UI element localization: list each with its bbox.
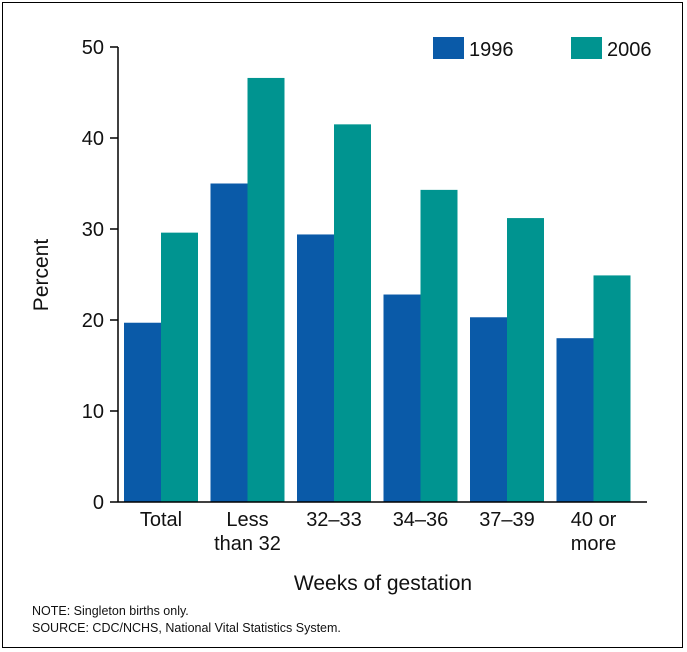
- y-axis-label: Percent: [30, 239, 53, 312]
- bar-1996: [470, 317, 507, 502]
- x-tick-label: 34–36: [393, 509, 449, 531]
- bar-2006: [593, 275, 631, 502]
- y-tick-label: 40: [82, 128, 104, 150]
- x-tick-label: 32–33: [306, 509, 362, 531]
- y-tick-label: 10: [82, 401, 104, 423]
- notes: NOTE: Singleton births only. SOURCE: CDC…: [32, 603, 341, 637]
- legend-swatch-2006: [571, 37, 602, 59]
- legend: 1996 2006: [433, 37, 652, 61]
- x-tick-label: 40 or: [571, 509, 617, 531]
- bar-2006: [161, 232, 198, 502]
- bar-2006: [420, 189, 458, 502]
- x-tick-label: Less: [226, 509, 268, 531]
- legend-label-2006: 2006: [607, 39, 652, 61]
- y-tick-label: 20: [82, 310, 104, 332]
- bars-group: [124, 77, 631, 502]
- y-axis: 0 10 20 30 40 50: [82, 37, 119, 514]
- x-tick-label: more: [571, 533, 617, 555]
- x-axis-label: Weeks of gestation: [294, 572, 472, 595]
- bar-1996: [124, 322, 161, 502]
- bar-2006: [334, 124, 371, 502]
- x-tick-label: Total: [140, 509, 182, 531]
- bar-1996: [297, 234, 334, 502]
- note-text: NOTE: Singleton births only.: [32, 604, 189, 618]
- x-tick-label: than 32: [214, 533, 281, 555]
- y-tick-label: 50: [82, 37, 104, 59]
- y-tick-label: 0: [93, 492, 104, 514]
- source-text: SOURCE: CDC/NCHS, National Vital Statist…: [32, 621, 341, 635]
- bar-2006: [507, 218, 544, 502]
- bar-1996: [210, 183, 248, 502]
- legend-swatch-1996: [433, 37, 464, 59]
- bar-2006: [247, 77, 285, 502]
- bar-1996: [556, 338, 594, 502]
- y-tick-label: 30: [82, 219, 104, 241]
- x-tick-label: 37–39: [479, 509, 535, 531]
- bar-1996: [383, 294, 421, 502]
- legend-label-1996: 1996: [469, 39, 514, 61]
